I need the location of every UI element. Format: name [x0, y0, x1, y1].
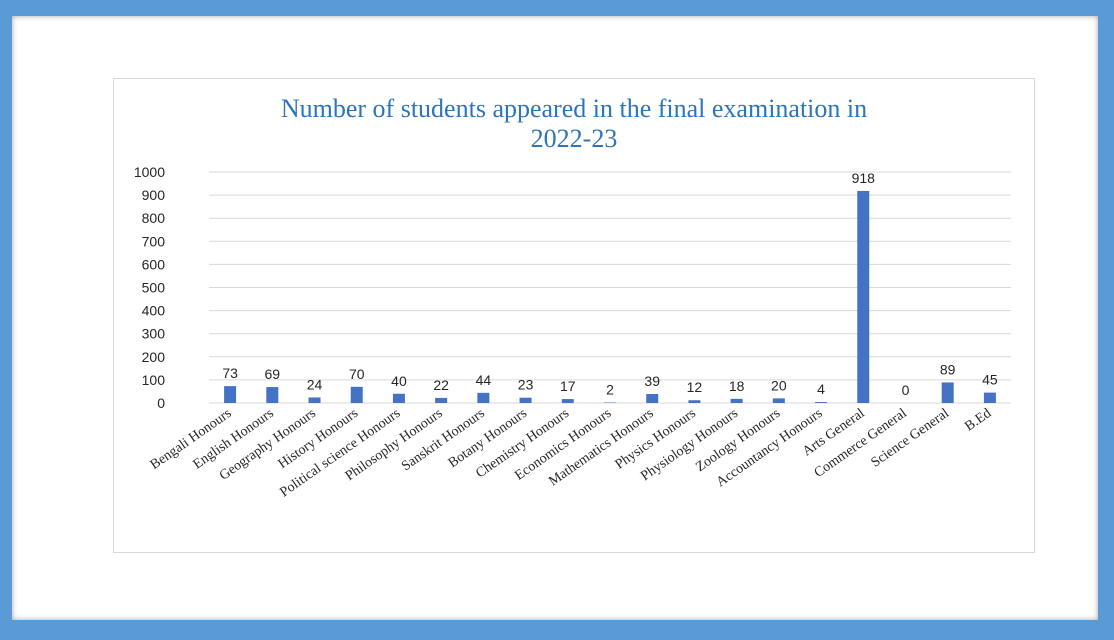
- category-label: B.Ed: [962, 406, 994, 435]
- data-label: 20: [771, 377, 787, 393]
- y-tick-label: 600: [142, 256, 166, 272]
- y-tick-label: 700: [142, 233, 166, 249]
- bar-chart: Number of students appeared in the final…: [134, 94, 1011, 500]
- data-label: 4: [817, 381, 825, 397]
- bar: [646, 393, 659, 403]
- slide-panel: Number of students appeared in the final…: [12, 16, 1098, 620]
- data-label: 39: [644, 373, 660, 389]
- y-tick-label: 200: [142, 349, 166, 365]
- data-label: 22: [433, 377, 449, 393]
- bar: [519, 397, 532, 403]
- data-label: 0: [902, 382, 910, 398]
- data-label: 44: [476, 372, 492, 388]
- bar: [561, 399, 574, 403]
- y-tick-label: 500: [142, 280, 166, 296]
- bar: [941, 382, 954, 403]
- data-label: 73: [222, 365, 238, 381]
- bar: [688, 400, 701, 403]
- bar: [477, 392, 490, 403]
- data-label: 17: [560, 378, 576, 394]
- data-label: 2: [606, 382, 614, 398]
- bar: [857, 190, 870, 403]
- data-label: 23: [518, 377, 534, 393]
- data-label: 40: [391, 373, 407, 389]
- bar: [435, 397, 448, 403]
- data-label: 70: [349, 366, 365, 382]
- data-label: 18: [729, 378, 745, 394]
- y-tick-label: 400: [142, 303, 166, 319]
- bar: [350, 386, 363, 403]
- bar: [392, 393, 405, 403]
- bar: [266, 387, 279, 403]
- bar: [815, 402, 828, 403]
- y-tick-label: 300: [142, 326, 166, 342]
- data-label: 45: [982, 372, 998, 388]
- bar: [772, 398, 785, 403]
- chart-title-line: 2022-23: [531, 124, 618, 153]
- data-label: 69: [265, 366, 281, 382]
- data-label: 12: [687, 379, 703, 395]
- y-tick-label: 1000: [134, 164, 165, 180]
- bar: [224, 386, 237, 403]
- bar: [730, 398, 743, 403]
- chart-title-line: Number of students appeared in the final…: [281, 94, 867, 123]
- y-tick-label: 100: [142, 372, 166, 388]
- y-tick-label: 900: [142, 187, 166, 203]
- data-label: 918: [852, 170, 876, 186]
- data-label: 24: [307, 376, 323, 392]
- y-tick-label: 800: [142, 210, 166, 226]
- chart-area: Number of students appeared in the final…: [113, 78, 1035, 553]
- bar: [983, 392, 996, 403]
- data-label: 89: [940, 361, 956, 377]
- y-tick-label: 0: [157, 395, 165, 411]
- bar: [308, 397, 321, 403]
